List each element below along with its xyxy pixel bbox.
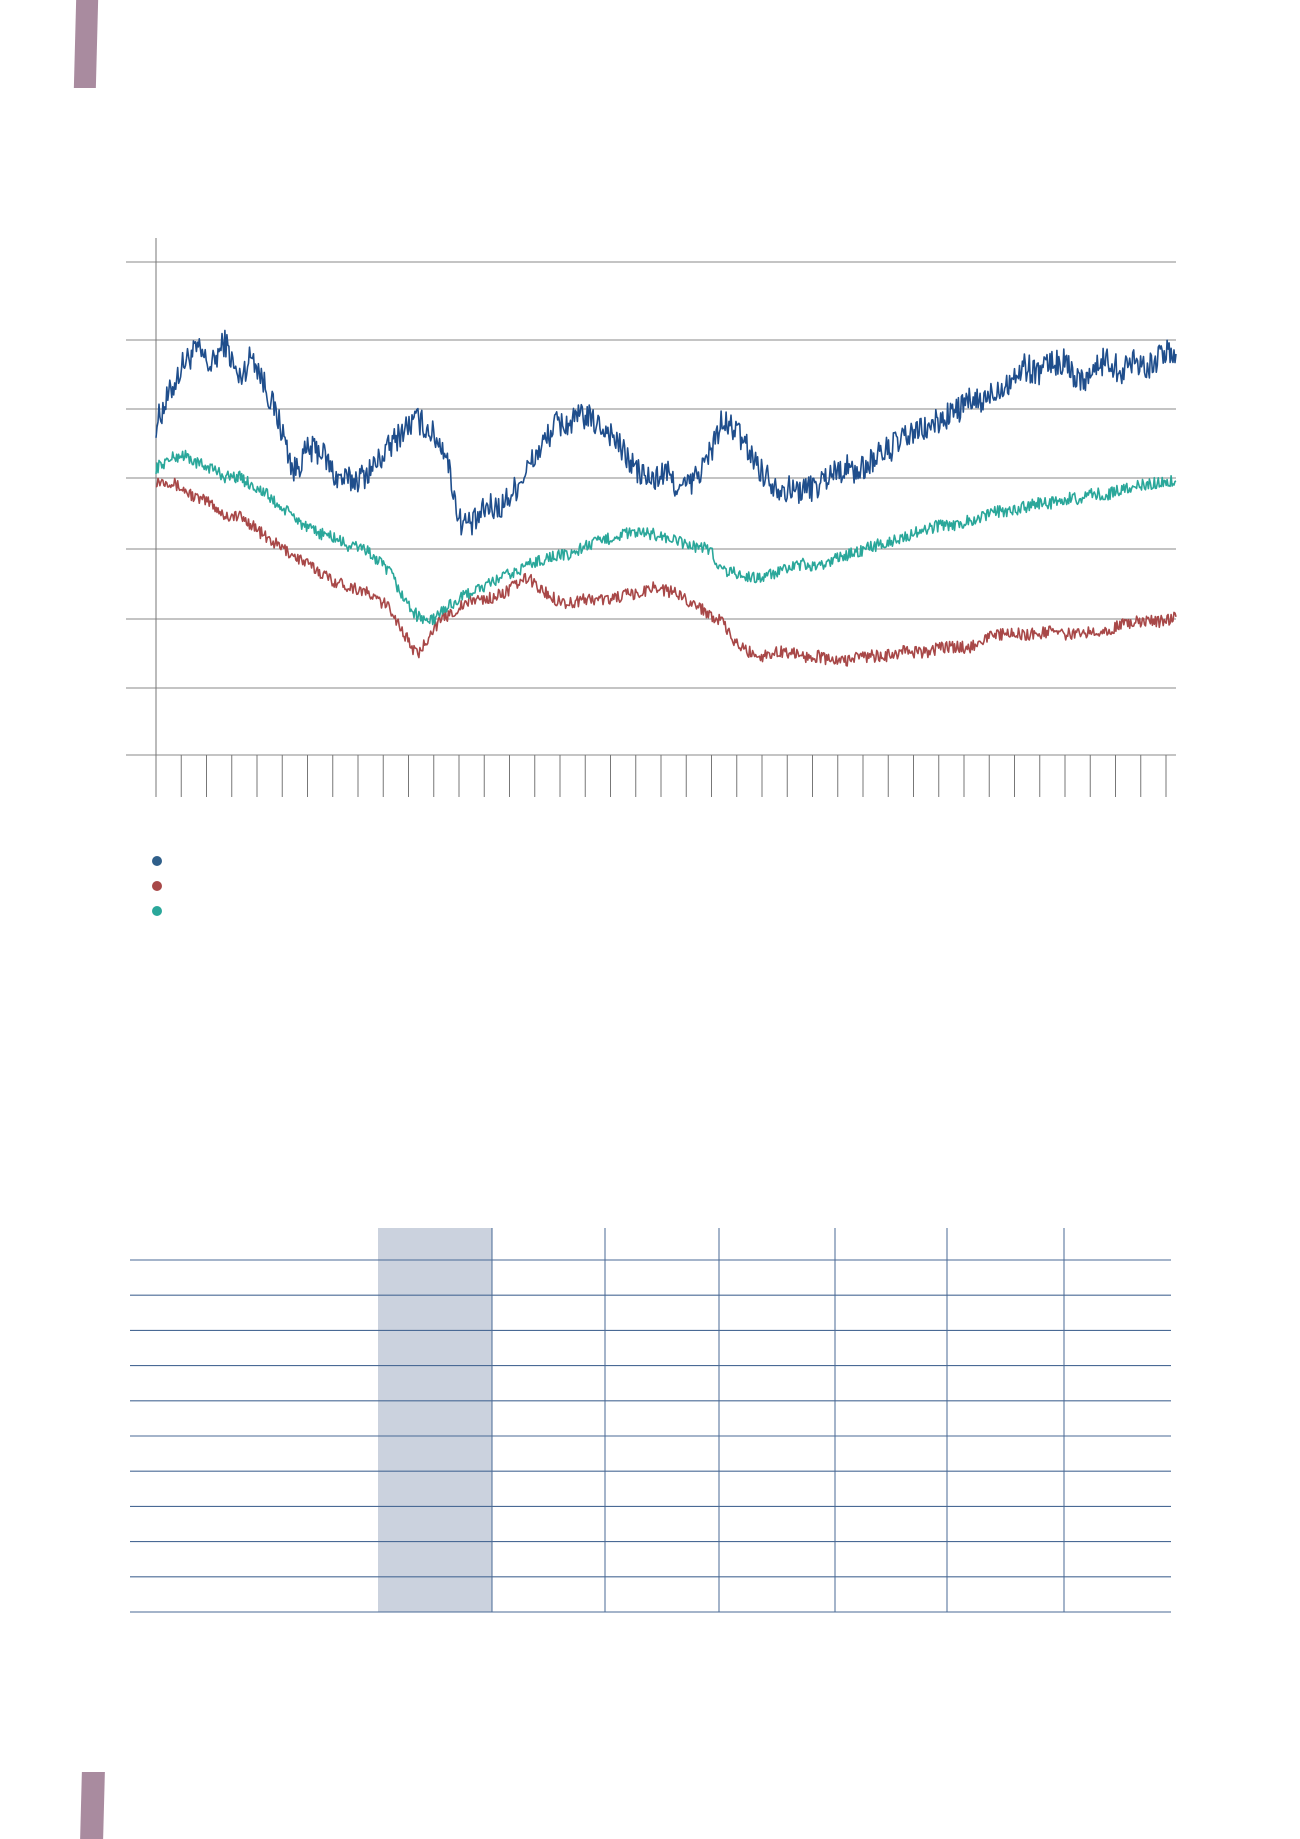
series-line-1 <box>155 329 1177 536</box>
x-axis-ticks <box>155 755 1167 797</box>
legend-dot-series-2 <box>152 880 162 891</box>
page-tab-marker-bottom <box>80 1772 105 1839</box>
legend-item <box>152 848 162 873</box>
line-chart <box>126 238 1177 797</box>
legend-item <box>152 898 162 923</box>
chart-legend <box>152 848 162 923</box>
table-rules <box>130 1228 1171 1613</box>
table-highlight-column <box>378 1228 492 1612</box>
legend-item <box>152 873 162 898</box>
legend-dot-series-3 <box>152 905 162 916</box>
chart-gridlines <box>126 261 1176 756</box>
legend-dot-series-1 <box>152 855 162 866</box>
chart-series <box>155 329 1177 667</box>
series-line-2 <box>155 477 1177 667</box>
series-line-3 <box>155 449 1177 626</box>
